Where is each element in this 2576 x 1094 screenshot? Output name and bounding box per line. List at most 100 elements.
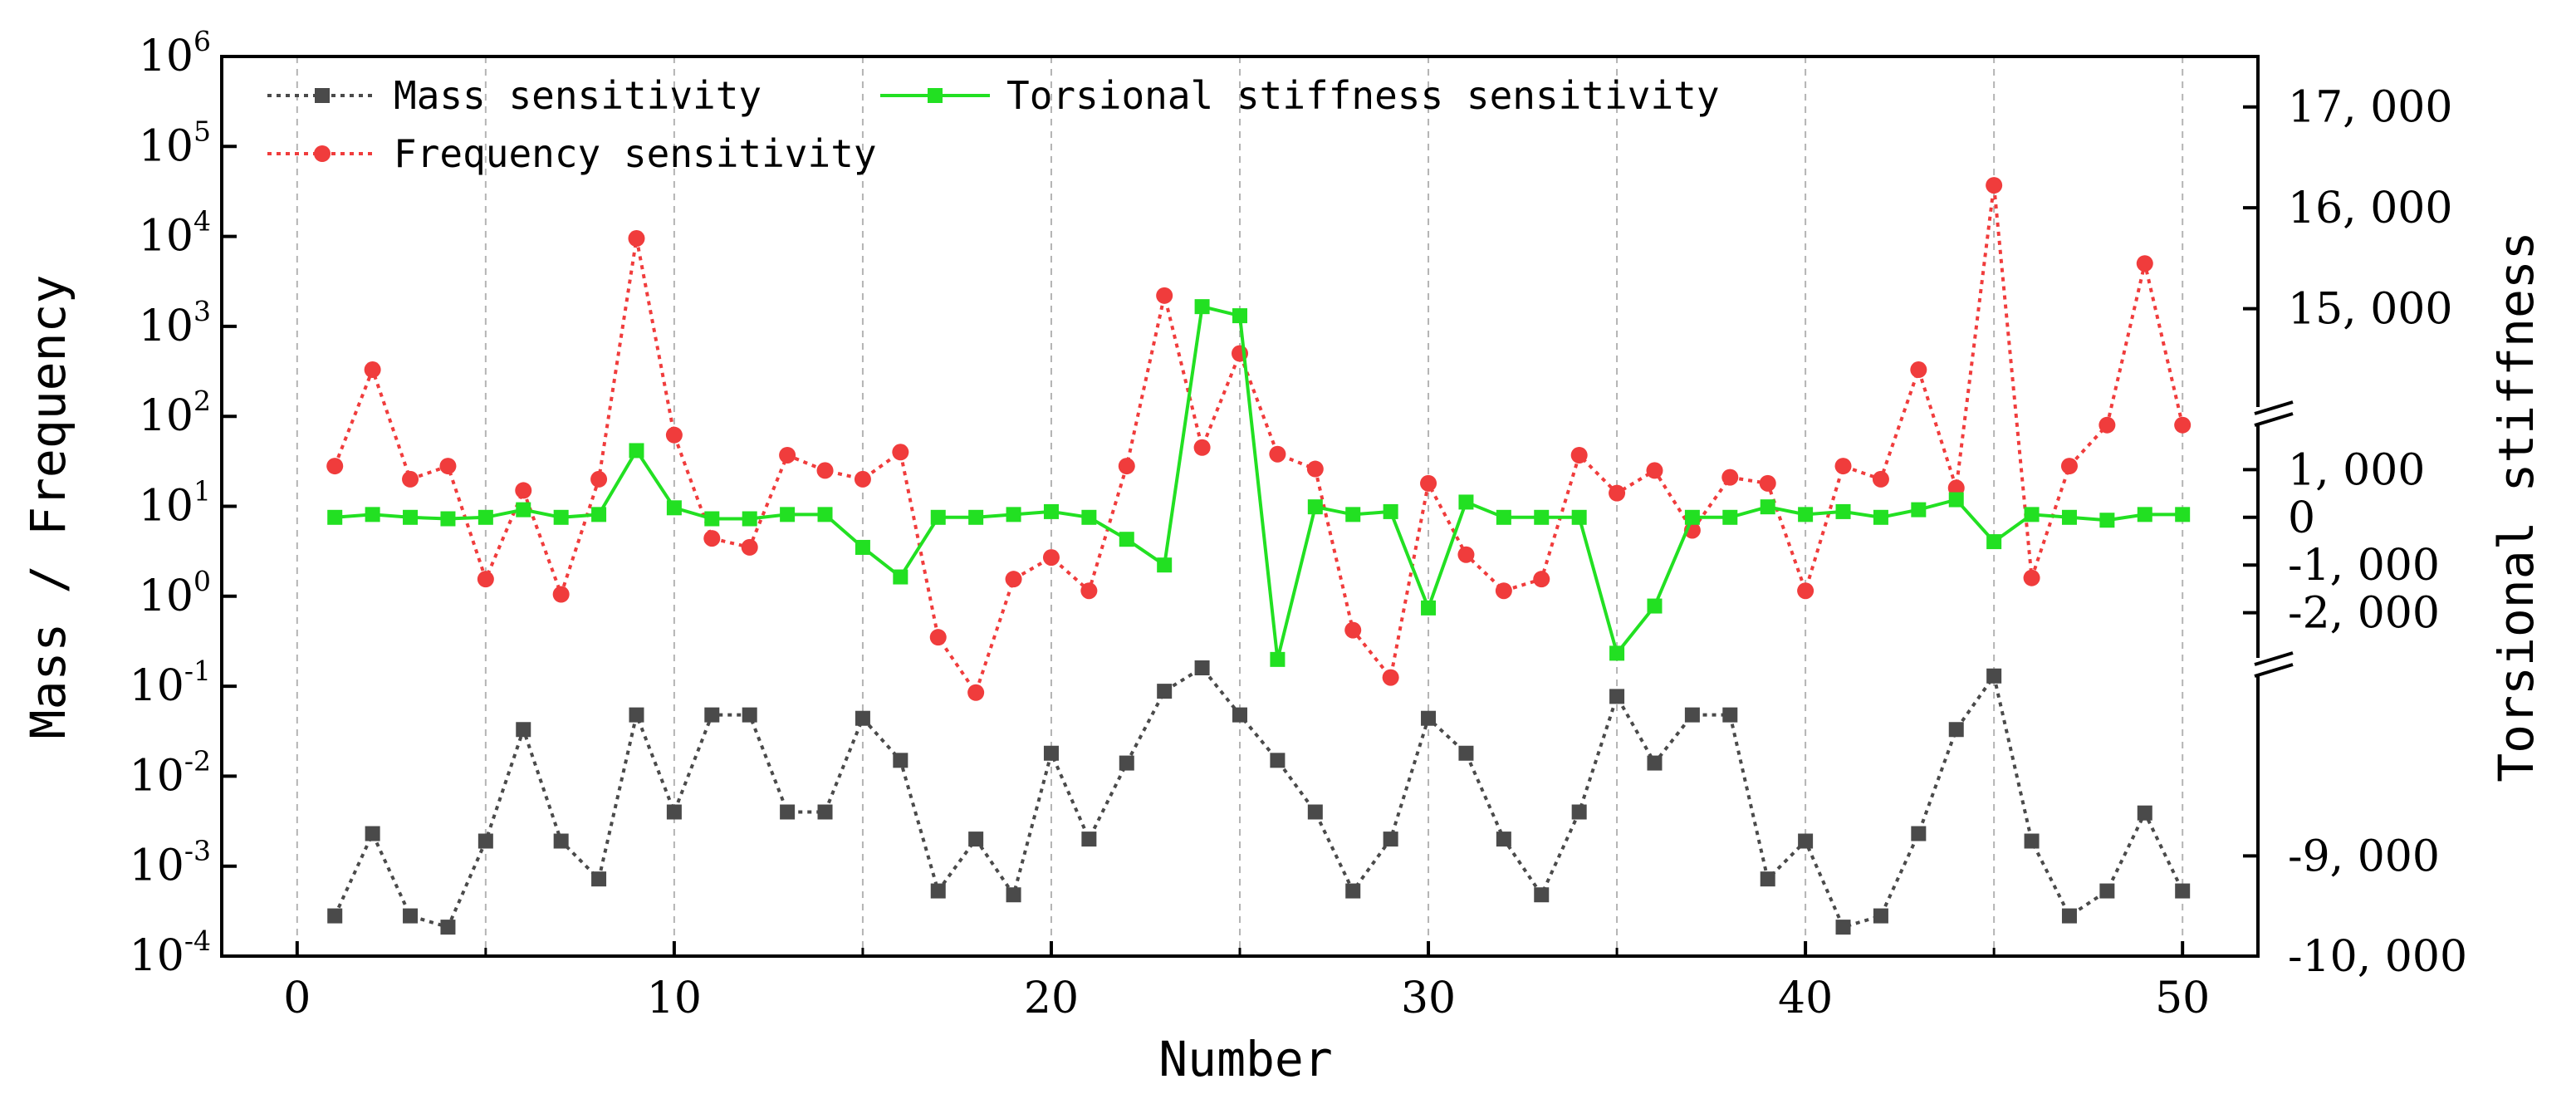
data-point [704,707,720,723]
data-point [930,509,946,525]
series-0 [327,660,2191,935]
data-point [1006,507,1021,522]
data-point [1571,804,1587,820]
data-point [704,511,720,527]
data-point [1910,361,1927,379]
y-right-tick-label: 1, 000 [2288,445,2425,495]
data-point [1421,710,1437,726]
data-point [1042,549,1060,567]
data-point [742,707,757,723]
y-axis-left-title: Mass / Frequency [20,275,76,739]
y-right-tick-label: 15, 000 [2288,285,2452,335]
data-point [477,833,493,849]
legend-label-1: Frequency sensitivity [394,131,877,176]
data-point [2136,255,2153,272]
data-point [1496,509,1511,525]
legend-entry-2: Torsional stiffness sensitivity [880,73,1720,118]
y-left-tick-label-2: 102 [139,385,211,441]
y-left-tick-label-6: 106 [139,25,211,81]
data-point [855,539,870,555]
data-point [516,722,531,738]
data-point [1344,621,1362,639]
axis-break-mark-bottom-1 [2254,663,2294,678]
data-point [1307,804,1323,820]
data-point [1345,883,1361,899]
data-point [1382,669,1399,686]
series-line-1 [333,184,2185,697]
y-left-tick-label-5: 105 [139,115,211,171]
data-point [2099,883,2115,899]
series-layer [326,177,2192,935]
data-point [1043,745,1059,761]
data-point [1383,832,1398,847]
data-point [1157,684,1173,699]
data-point [365,826,380,841]
data-point [1232,308,1247,324]
data-point [629,707,644,723]
data-point [780,507,796,522]
data-point [327,509,343,525]
data-point [816,462,834,479]
data-point [1421,600,1437,616]
data-point [1118,458,1135,475]
data-point [2060,458,2078,475]
data-point [1646,462,1663,479]
data-point [1533,571,1550,588]
data-point [1647,755,1663,771]
legend-marker-2 [928,88,943,103]
data-point [893,569,908,585]
data-point [591,507,607,522]
y-right-tick-label: 0 [2288,493,2315,543]
legend-entry-1: Frequency sensitivity [267,131,877,176]
data-point [1080,582,1098,600]
data-point [1194,660,1210,675]
data-point [1232,707,1247,723]
y-left-tick-label--2: 10-2 [130,744,211,801]
data-point [666,804,682,820]
y-left-tick-label-3: 103 [139,295,211,351]
data-point [1721,469,1739,486]
data-point [591,871,607,887]
data-point [1495,582,1512,600]
y-left-tick-label-0: 100 [139,565,211,621]
y-left-tick-label--3: 10-3 [130,835,211,891]
data-point [1986,177,2003,194]
data-point [1873,509,1888,525]
data-point [1684,707,1700,723]
data-point [553,833,569,849]
data-point [2061,509,2077,525]
data-point [855,710,870,726]
data-point [1609,645,1625,661]
data-point [1722,509,1738,525]
data-point [364,361,381,379]
data-point [1760,499,1775,515]
grid-layer [296,56,2184,956]
data-point [1872,470,1889,488]
x-tick-label-40: 40 [1778,974,1833,1023]
data-point [1081,509,1097,525]
data-point [1458,745,1474,761]
data-point [1307,499,1323,515]
data-point [968,509,984,525]
axis-break-mark-top-0 [2254,400,2294,415]
data-point [1911,502,1927,518]
data-point [1420,474,1437,492]
data-point [1609,484,1626,502]
data-point [817,507,833,522]
data-point [1383,503,1398,519]
data-point [403,908,419,924]
data-point [1798,507,1814,522]
right-axis-breaks [2251,400,2301,678]
data-point [1684,509,1700,525]
axis-break-gap-1 [2251,658,2301,675]
data-point [1270,753,1286,768]
data-point [703,530,721,547]
data-point [742,511,757,527]
x-tick-label-10: 10 [647,974,702,1023]
data-point [1081,832,1097,847]
data-point [1948,722,1964,738]
data-point [968,832,984,847]
data-point [780,804,796,820]
data-point [1534,509,1550,525]
